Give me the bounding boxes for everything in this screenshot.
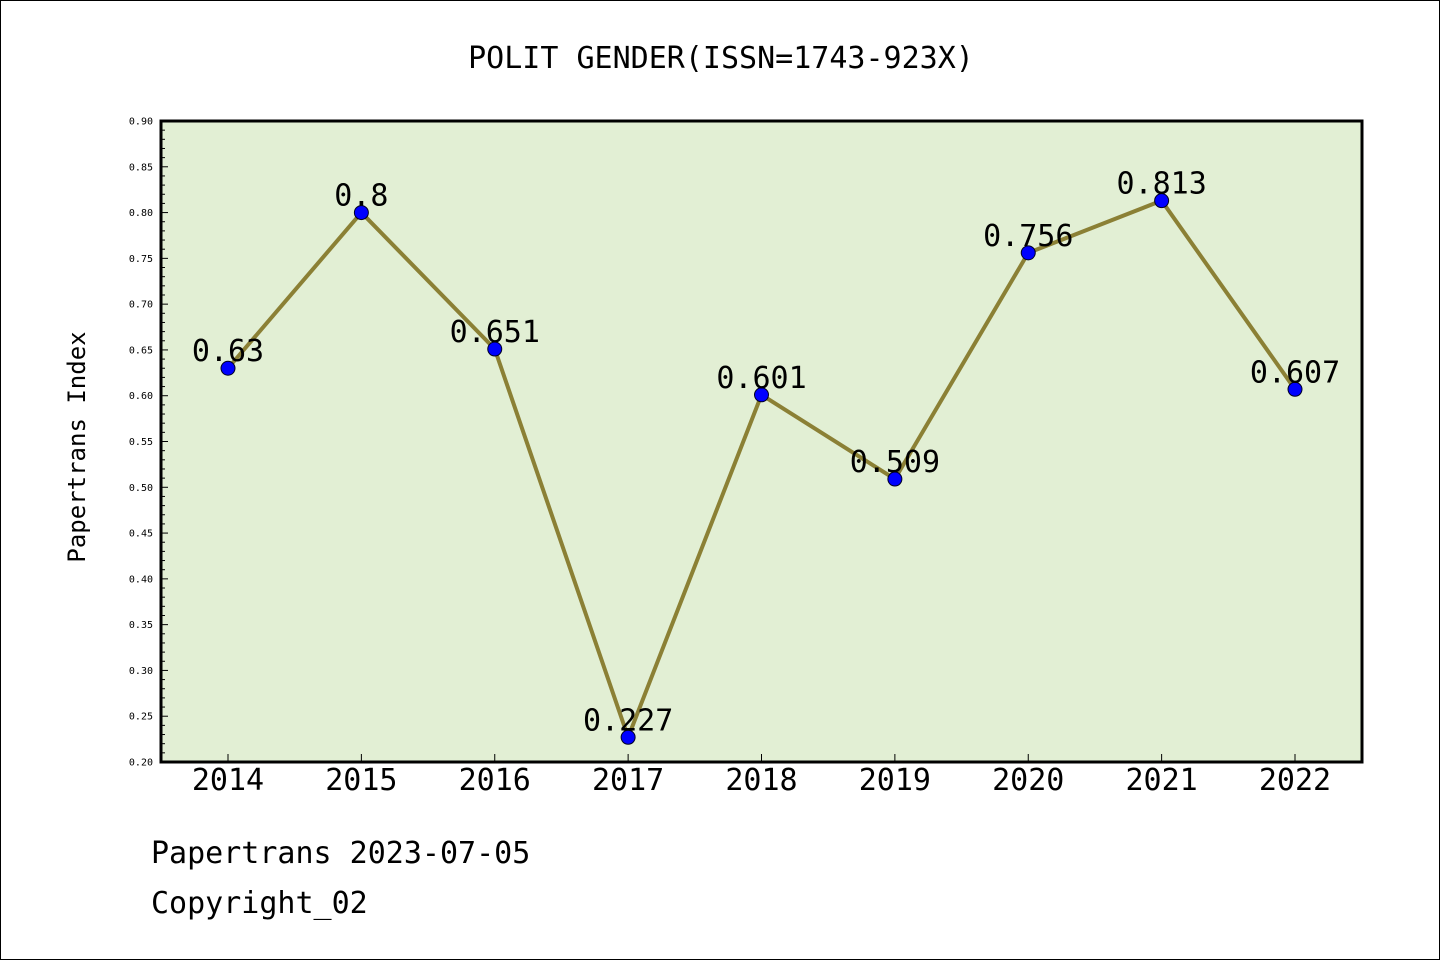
data-label: 0.601	[716, 361, 806, 396]
x-tick-label: 2014	[192, 763, 264, 798]
x-tick-label: 2017	[592, 763, 664, 798]
data-point	[1154, 193, 1170, 209]
data-label: 0.63	[192, 334, 264, 369]
x-tick-label: 2019	[859, 763, 931, 798]
y-tick-label: 0.80	[129, 208, 153, 219]
y-tick-label: 0.45	[129, 529, 153, 540]
x-tick-label: 2018	[725, 763, 797, 798]
y-tick-label: 0.60	[129, 391, 153, 402]
data-point	[620, 729, 636, 745]
y-tick-label: 0.70	[129, 300, 153, 311]
data-label: 0.813	[1116, 167, 1206, 202]
data-labels-layer: 0.63 0.8 0.651 0.227 0.601 0.509 0.756 0.813 0.6…	[192, 167, 1340, 739]
plot-area	[159, 119, 1364, 764]
data-point	[754, 387, 769, 403]
y-tick-label: 0.35	[129, 620, 153, 631]
data-point	[1287, 381, 1303, 397]
x-tick-label: 2016	[459, 763, 531, 798]
y-tick-label: 0.75	[129, 254, 153, 265]
y-tick-label: 0.65	[129, 345, 153, 356]
y-axis-label: Papertrans Index	[63, 331, 91, 562]
data-label: 0.509	[850, 445, 940, 480]
x-tick-label: 2020	[992, 763, 1064, 798]
y-tick-label: 0.40	[129, 574, 153, 585]
data-point	[353, 205, 369, 221]
y-axis-ticks: 0.20 0.25 0.30 0.35 0.40 0.45 0.50 0.55 0.60 0.65…	[129, 117, 168, 769]
chart-title: POLIT GENDER(ISSN=1743-923X)	[468, 41, 974, 76]
x-axis-ticks: 2014 2015 2016 2017 2018 2019 2020 2021 2022	[192, 754, 1331, 798]
y-tick-label: 0.30	[129, 666, 153, 677]
series-layer	[220, 193, 1303, 745]
data-point	[1020, 245, 1036, 261]
y-tick-label: 0.25	[129, 712, 153, 723]
x-tick-label: 2022	[1259, 763, 1331, 798]
y-tick-label: 0.85	[129, 162, 153, 173]
footer-date: Papertrans 2023-07-05	[151, 836, 531, 871]
x-tick-label: 2021	[1126, 763, 1198, 798]
data-point	[220, 360, 236, 376]
y-tick-label: 0.90	[129, 117, 153, 128]
data-point	[887, 471, 903, 487]
data-label: 0.227	[583, 703, 673, 738]
data-point	[487, 341, 503, 357]
data-label: 0.607	[1250, 355, 1340, 390]
data-label: 0.8	[334, 179, 388, 214]
x-tick-label: 2015	[325, 763, 397, 798]
data-label: 0.651	[450, 315, 540, 350]
y-tick-label: 0.20	[129, 758, 153, 769]
y-tick-label: 0.50	[129, 483, 153, 494]
y-tick-label: 0.55	[129, 437, 153, 448]
footer-copyright: Copyright_02	[151, 886, 368, 921]
data-label: 0.756	[983, 219, 1073, 254]
